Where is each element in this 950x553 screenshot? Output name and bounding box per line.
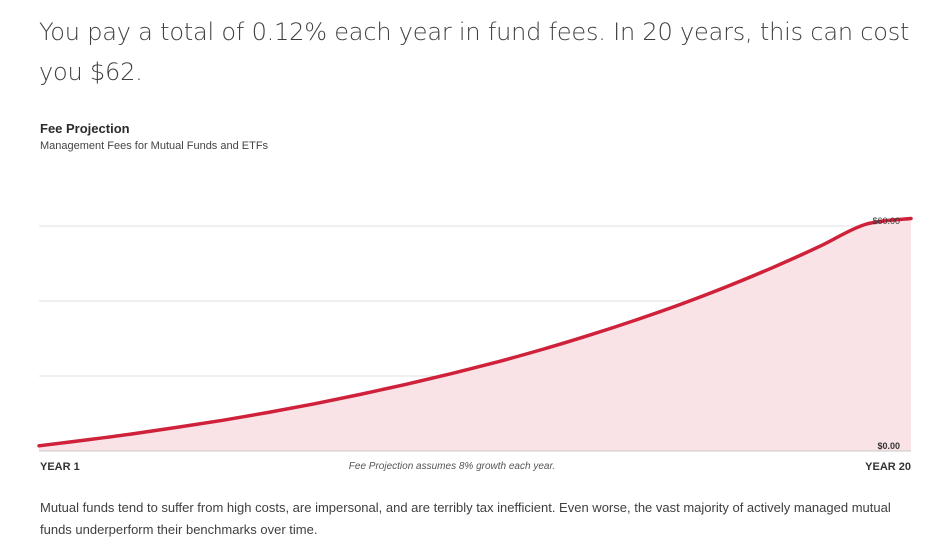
fee-series-line — [37, 216, 913, 448]
data-point-year-5 — [221, 419, 224, 422]
mutual-funds-explanation: Mutual funds tend to suffer from high co… — [40, 500, 891, 537]
data-point-year-12 — [542, 348, 545, 351]
fee-headline: You pay a total of 0.12% each year in fu… — [39, 18, 910, 86]
data-point-year-4 — [175, 426, 178, 429]
data-point-year-20 — [910, 217, 913, 220]
data-point-year-1 — [38, 444, 41, 447]
chart-gridlines — [39, 225, 911, 377]
chart-subtitle: Management Fees for Mutual Funds and ETF… — [40, 140, 269, 152]
chart-title: Fee Projection — [40, 121, 130, 136]
data-point-year-8 — [359, 393, 362, 396]
y-tick-label-bottom: $0.00 — [877, 441, 900, 451]
data-point-year-6 — [267, 411, 270, 414]
data-point-year-13 — [588, 334, 591, 337]
data-point-year-18 — [818, 245, 821, 248]
chart-data-points — [38, 217, 913, 447]
data-point-year-14 — [634, 319, 637, 322]
data-point-year-16 — [726, 285, 729, 288]
data-point-year-10 — [451, 372, 454, 375]
data-point-year-3 — [129, 433, 132, 436]
x-tick-label-start: YEAR 1 — [40, 461, 80, 473]
y-tick-label-top: $60.00 — [872, 216, 900, 226]
data-point-year-2 — [83, 439, 86, 442]
data-point-year-9 — [405, 383, 408, 386]
data-point-year-7 — [313, 402, 316, 405]
data-point-year-11 — [496, 360, 499, 363]
x-tick-label-end: YEAR 20 — [865, 461, 911, 473]
fee-area-fill — [39, 218, 911, 451]
data-point-year-17 — [772, 266, 775, 269]
data-point-year-19 — [864, 223, 867, 226]
chart-note: Fee Projection assumes 8% growth each ye… — [349, 461, 555, 472]
data-point-year-15 — [680, 303, 683, 306]
